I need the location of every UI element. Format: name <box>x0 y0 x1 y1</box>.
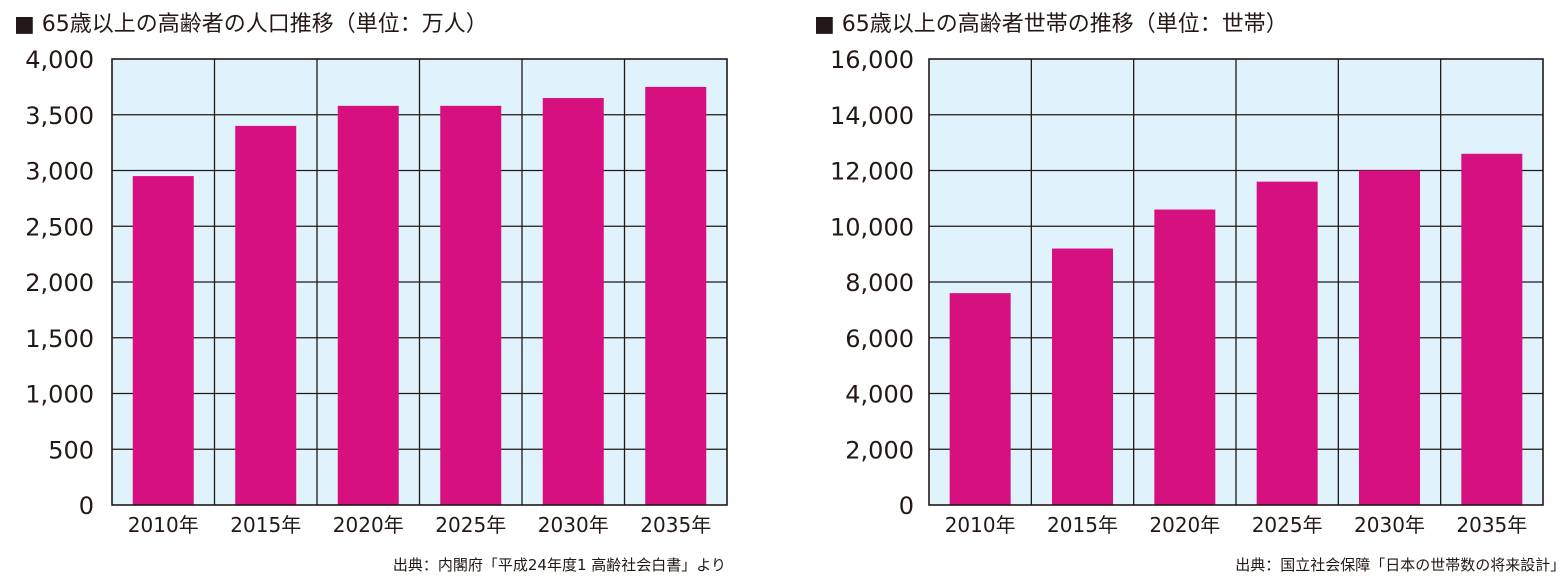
bar <box>1052 248 1113 506</box>
x-tick-label: 2025年 <box>435 513 506 537</box>
x-tick-label: 2035年 <box>1456 513 1527 537</box>
x-tick-label: 2030年 <box>538 513 609 537</box>
y-tick-label: 16,000 <box>830 46 914 74</box>
plot-border <box>111 58 728 506</box>
x-tick-label: 2015年 <box>230 513 301 537</box>
x-tick-label: 2010年 <box>945 513 1016 537</box>
y-tick-label: 0 <box>899 492 914 520</box>
x-tick-label: 2020年 <box>333 513 404 537</box>
x-tick-label: 2025年 <box>1252 513 1323 537</box>
y-tick-label: 12,000 <box>830 158 914 186</box>
bar-chart-svg: 0 500 1,000 1,500 2,000 2,500 3,000 3,500 4,000 2… <box>25 46 728 537</box>
bar <box>949 293 1011 505</box>
bar <box>337 105 399 505</box>
plot-border <box>928 58 1544 506</box>
chart-title: ■ 65歳以上の高齢者世帯の推移（単位：世帯） <box>814 12 1288 37</box>
bar <box>542 98 604 506</box>
bar <box>132 176 194 505</box>
bar <box>1256 181 1318 505</box>
bar <box>1154 209 1216 505</box>
x-tick-label: 2010年 <box>128 513 199 537</box>
source-note: 出典：国立社会保障「日本の世帯数の将来設計」より <box>1235 556 1563 574</box>
bar-chart-svg: 0 2,000 4,000 6,000 8,000 10,000 12,000 14,000 1… <box>830 46 1544 537</box>
bar <box>1461 153 1523 505</box>
y-tick-label: 4,000 <box>845 381 914 409</box>
x-tick-label: 2030年 <box>1354 513 1425 537</box>
bar <box>440 105 502 505</box>
y-tick-label: 1,500 <box>25 325 94 353</box>
y-tick-label: 10,000 <box>830 213 914 241</box>
y-tick-label: 3,500 <box>25 102 94 130</box>
y-tick-label: 1,000 <box>25 381 94 409</box>
x-tick-label: 2035年 <box>640 513 711 537</box>
source-note: 出典：内閣府「平成24年度1 高齢社会白書」より <box>392 556 726 574</box>
y-tick-label: 4,000 <box>25 46 94 74</box>
y-tick-label: 2,500 <box>25 213 94 241</box>
y-tick-label: 6,000 <box>845 325 914 353</box>
chart-elderly-population: ■ 65歳以上の高齢者の人口推移（単位：万人） 0 500 1,000 1,500 2,… <box>0 0 780 587</box>
y-tick-label: 2,000 <box>25 269 94 297</box>
y-tick-label: 500 <box>48 436 94 464</box>
y-tick-label: 3,000 <box>25 158 94 186</box>
y-tick-label: 0 <box>79 492 94 520</box>
chart-title: ■ 65歳以上の高齢者の人口推移（単位：万人） <box>14 12 488 37</box>
bar <box>645 86 707 505</box>
bar <box>1359 170 1420 505</box>
x-tick-label: 2015年 <box>1047 513 1118 537</box>
y-tick-label: 14,000 <box>830 102 914 130</box>
x-tick-label: 2020年 <box>1149 513 1220 537</box>
bar <box>235 125 297 506</box>
y-tick-label: 2,000 <box>845 436 914 464</box>
y-tick-label: 8,000 <box>845 269 914 297</box>
chart-elderly-households: ■ 65歳以上の高齢者世帯の推移（単位：世帯） 0 2,000 4,000 6,000… <box>800 0 1563 587</box>
